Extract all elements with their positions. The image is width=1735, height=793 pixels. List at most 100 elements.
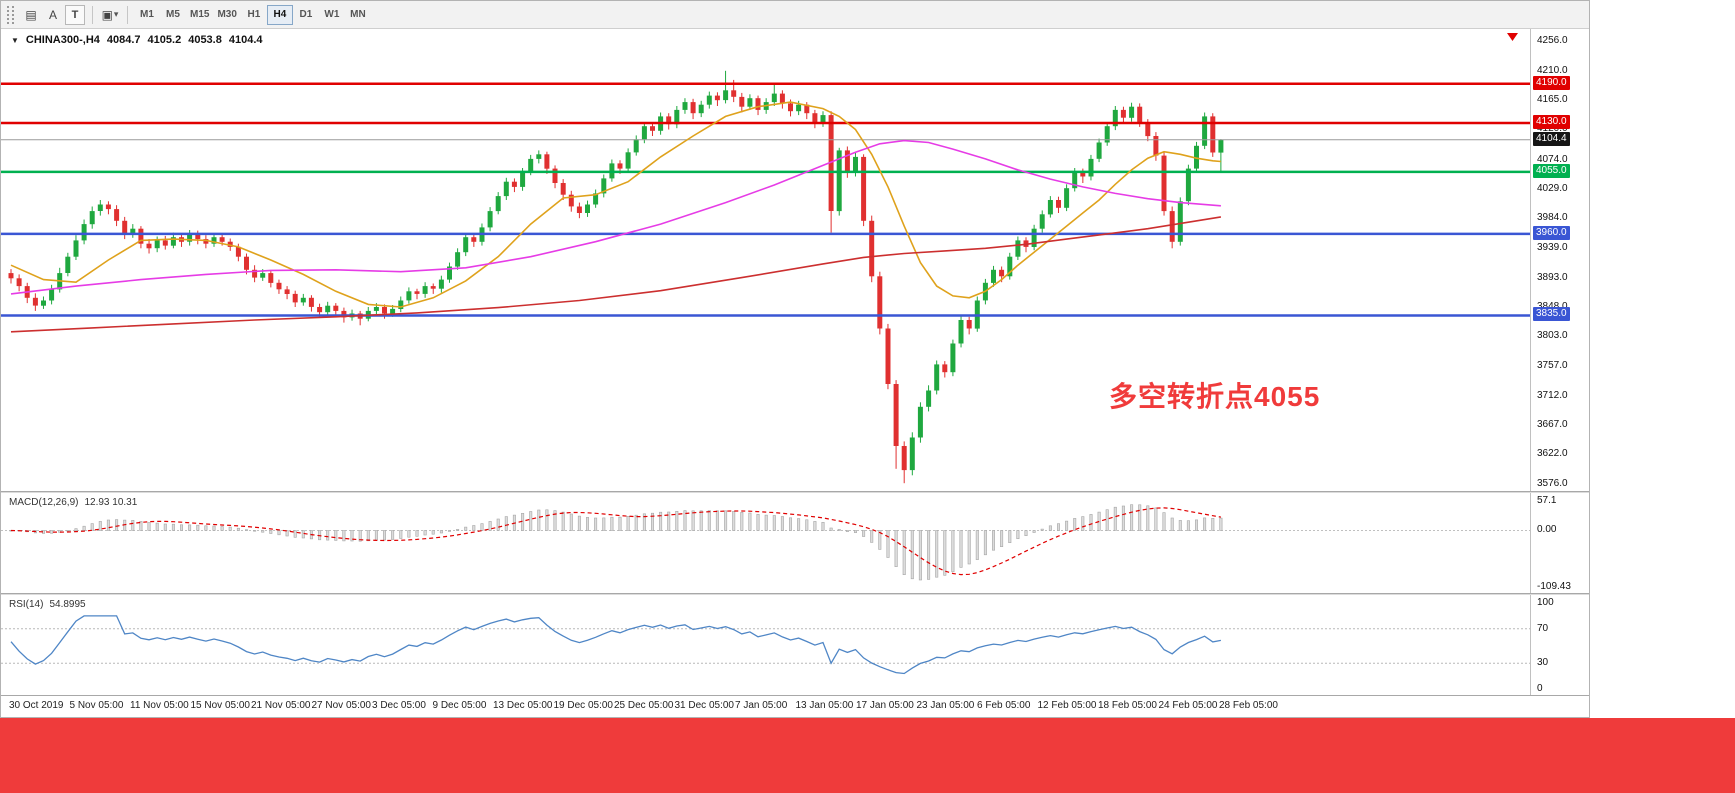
time-label: 31 Dec 05:00 — [674, 700, 735, 711]
rsi-tick: 100 — [1537, 597, 1554, 608]
macd-signal-line — [10, 507, 1222, 576]
time-label: 25 Dec 05:00 — [614, 700, 674, 711]
price-tick: 3757.0 — [1537, 360, 1568, 372]
symbol-label: CHINA300-,H4 — [25, 34, 100, 46]
price-tick: 4029.0 — [1537, 182, 1568, 194]
macd-tick: -109.43 — [1537, 581, 1571, 592]
chart-title: ▼ CHINA300-,H4 4084.7 4105.2 4053.8 4104… — [11, 34, 263, 46]
timeframe-button-m5[interactable]: M5 — [160, 5, 186, 25]
main-chart-panel: ▼ CHINA300-,H4 4084.7 4105.2 4053.8 4104… — [1, 29, 1589, 491]
price-tick: 4165.0 — [1537, 94, 1568, 106]
time-label: 6 Feb 05:00 — [977, 700, 1031, 711]
panel-splitter[interactable] — [1, 593, 1589, 595]
price-tick: 3803.0 — [1537, 330, 1568, 342]
price-line-label: 3960.0 — [1533, 225, 1570, 240]
time-label: 27 Nov 05:00 — [311, 700, 372, 711]
time-label: 9 Dec 05:00 — [432, 700, 487, 711]
time-label: 23 Jan 05:00 — [916, 700, 975, 711]
ohlc-close: 4104.4 — [228, 34, 263, 46]
timeframe-button-w1[interactable]: W1 — [319, 5, 345, 25]
price-tick: 3893.0 — [1537, 271, 1568, 283]
timeframe-button-h4[interactable]: H4 — [266, 4, 293, 25]
crosshair-tool-icon[interactable]: T — [65, 4, 85, 25]
price-line-label: 3835.0 — [1533, 307, 1570, 322]
chart-list-icon[interactable]: ▤ — [25, 7, 37, 22]
time-label: 11 Nov 05:00 — [130, 700, 189, 711]
macd-plot[interactable]: MACD(12,26,9) 12.93 10.31 — [1, 493, 1531, 593]
toolbar-grip[interactable] — [7, 5, 14, 24]
timeframe-button-mn[interactable]: MN — [345, 5, 371, 25]
rsi-tick: 30 — [1537, 657, 1549, 669]
price-tick: 4256.0 — [1537, 34, 1568, 46]
time-label: 21 Nov 05:00 — [251, 700, 311, 711]
price-tick: 4210.0 — [1537, 64, 1568, 76]
price-axis[interactable]: 4256.0 4210.0 4165.0 4120.0 4074.0 4029.0 3984… — [1531, 29, 1588, 491]
price-line-label: 4130.0 — [1533, 114, 1570, 129]
time-label: 5 Nov 05:00 — [69, 700, 124, 711]
macd-tick: 57.1 — [1537, 495, 1557, 506]
chevron-down-icon: ▾ — [113, 9, 119, 19]
red-banner — [0, 718, 1735, 793]
rsi-tick: 70 — [1537, 622, 1549, 634]
main-chart-plot[interactable]: ▼ CHINA300-,H4 4084.7 4105.2 4053.8 4104… — [1, 29, 1531, 491]
rsi-title: RSI(14) — [9, 599, 44, 610]
price-line-label: 4055.0 — [1533, 163, 1570, 178]
chart-window: ▤ A T ▣ ▾ M1 M5 M15 M30 H1 H4 D1 W1 MN ▼ CHINA30… — [0, 0, 1590, 718]
main-chart-canvas[interactable] — [1, 29, 1531, 491]
macd-histogram — [9, 504, 1223, 581]
time-axis[interactable]: 30 Oct 2019 5 Nov 05:00 11 Nov 05:00 15 Nov… — [1, 695, 1589, 716]
time-label: 12 Feb 05:00 — [1037, 700, 1097, 711]
macd-axis[interactable]: 57.1 0.00 -109.43 — [1531, 493, 1588, 593]
rsi-tick: 0 — [1537, 683, 1543, 694]
ohlc-low: 4053.8 — [188, 34, 222, 46]
rsi-value: 54.8995 — [49, 599, 86, 610]
time-label: 24 Feb 05:00 — [1158, 700, 1218, 711]
scroll-end-marker-icon[interactable] — [1507, 33, 1518, 41]
rsi-canvas[interactable] — [1, 595, 1531, 695]
toolbar-separator — [92, 5, 93, 24]
rsi-label: RSI(14) 54.8995 — [9, 599, 86, 610]
time-label: 3 Dec 05:00 — [372, 700, 426, 711]
time-label: 15 Nov 05:00 — [190, 700, 251, 711]
time-label: 13 Jan 05:00 — [795, 700, 854, 711]
text-tool-icon[interactable]: A — [48, 7, 57, 22]
price-tick: 3984.0 — [1537, 212, 1568, 224]
price-tick: 3712.0 — [1537, 389, 1568, 401]
timeframe-button-m15[interactable]: M15 — [186, 5, 213, 25]
price-tick: 3848.0 — [1537, 301, 1568, 312]
time-label: 18 Feb 05:00 — [1098, 700, 1157, 711]
time-label: 30 Oct 2019 — [9, 700, 64, 711]
price-line-label: 4104.4 — [1533, 131, 1570, 146]
timeframe-button-m1[interactable]: M1 — [134, 5, 160, 25]
timeframe-group: M1 M5 M15 M30 H1 H4 D1 W1 MN — [134, 4, 371, 25]
macd-label: MACD(12,26,9) 12.93 10.31 — [9, 497, 137, 508]
ma-fast-orange[interactable] — [10, 101, 1221, 308]
ma-slow-red[interactable] — [10, 216, 1222, 333]
time-label: 19 Dec 05:00 — [553, 700, 614, 711]
rsi-plot[interactable]: RSI(14) 54.8995 — [1, 595, 1531, 695]
macd-title: MACD(12,26,9) — [9, 497, 79, 508]
toolbar: ▤ A T ▣ ▾ M1 M5 M15 M30 H1 H4 D1 W1 MN — [1, 1, 1589, 29]
indicators-menu-button[interactable]: ▣ ▾ — [100, 5, 120, 25]
timeframe-button-m30[interactable]: M30 — [213, 5, 240, 25]
price-tick: 4074.0 — [1537, 153, 1568, 165]
macd-panel: MACD(12,26,9) 12.93 10.31 57.1 0.00 -109.4… — [1, 493, 1589, 593]
panel-splitter[interactable] — [1, 491, 1589, 493]
price-tick: 3939.0 — [1537, 241, 1568, 253]
price-tick: 3576.0 — [1537, 478, 1568, 490]
symbol-dropdown-icon[interactable]: ▼ — [11, 35, 19, 45]
price-tick: 3622.0 — [1537, 448, 1568, 460]
price-tick: 4120.0 — [1537, 123, 1568, 135]
macd-canvas[interactable] — [1, 493, 1531, 593]
ma-medium-magenta[interactable] — [10, 139, 1221, 295]
chart-annotation-text: 多空转折点4055 — [1109, 381, 1321, 412]
layers-icon: ▣ — [101, 7, 113, 22]
timeframe-button-d1[interactable]: D1 — [293, 5, 319, 25]
price-line-label: 4190.0 — [1533, 75, 1570, 90]
time-label: 17 Jan 05:00 — [856, 700, 914, 711]
rsi-panel: RSI(14) 54.8995 100 70 30 0 — [1, 595, 1589, 695]
hlines-group[interactable] — [1, 82, 1531, 317]
timeframe-button-h1[interactable]: H1 — [241, 5, 267, 25]
rsi-axis[interactable]: 100 70 30 0 — [1531, 595, 1588, 695]
